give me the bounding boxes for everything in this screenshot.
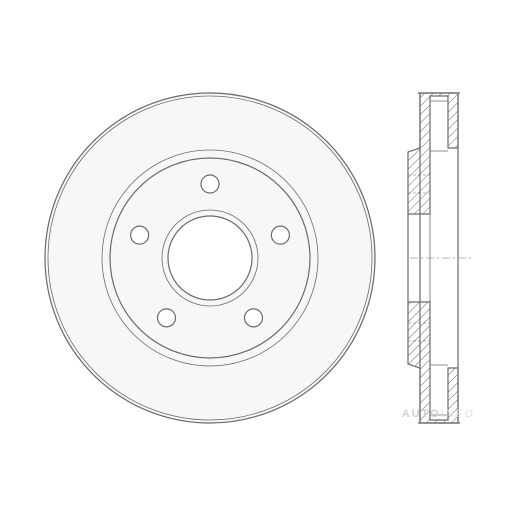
rotor-front-view bbox=[45, 93, 375, 423]
rotor-side-view bbox=[408, 93, 472, 423]
watermark-bold: AUTO bbox=[402, 408, 441, 420]
watermark: AUTOINFO bbox=[402, 408, 475, 420]
brake-rotor-diagram: AUTOINFO bbox=[0, 0, 515, 515]
rotor-svg bbox=[0, 0, 515, 515]
watermark-light: INFO bbox=[441, 408, 475, 420]
